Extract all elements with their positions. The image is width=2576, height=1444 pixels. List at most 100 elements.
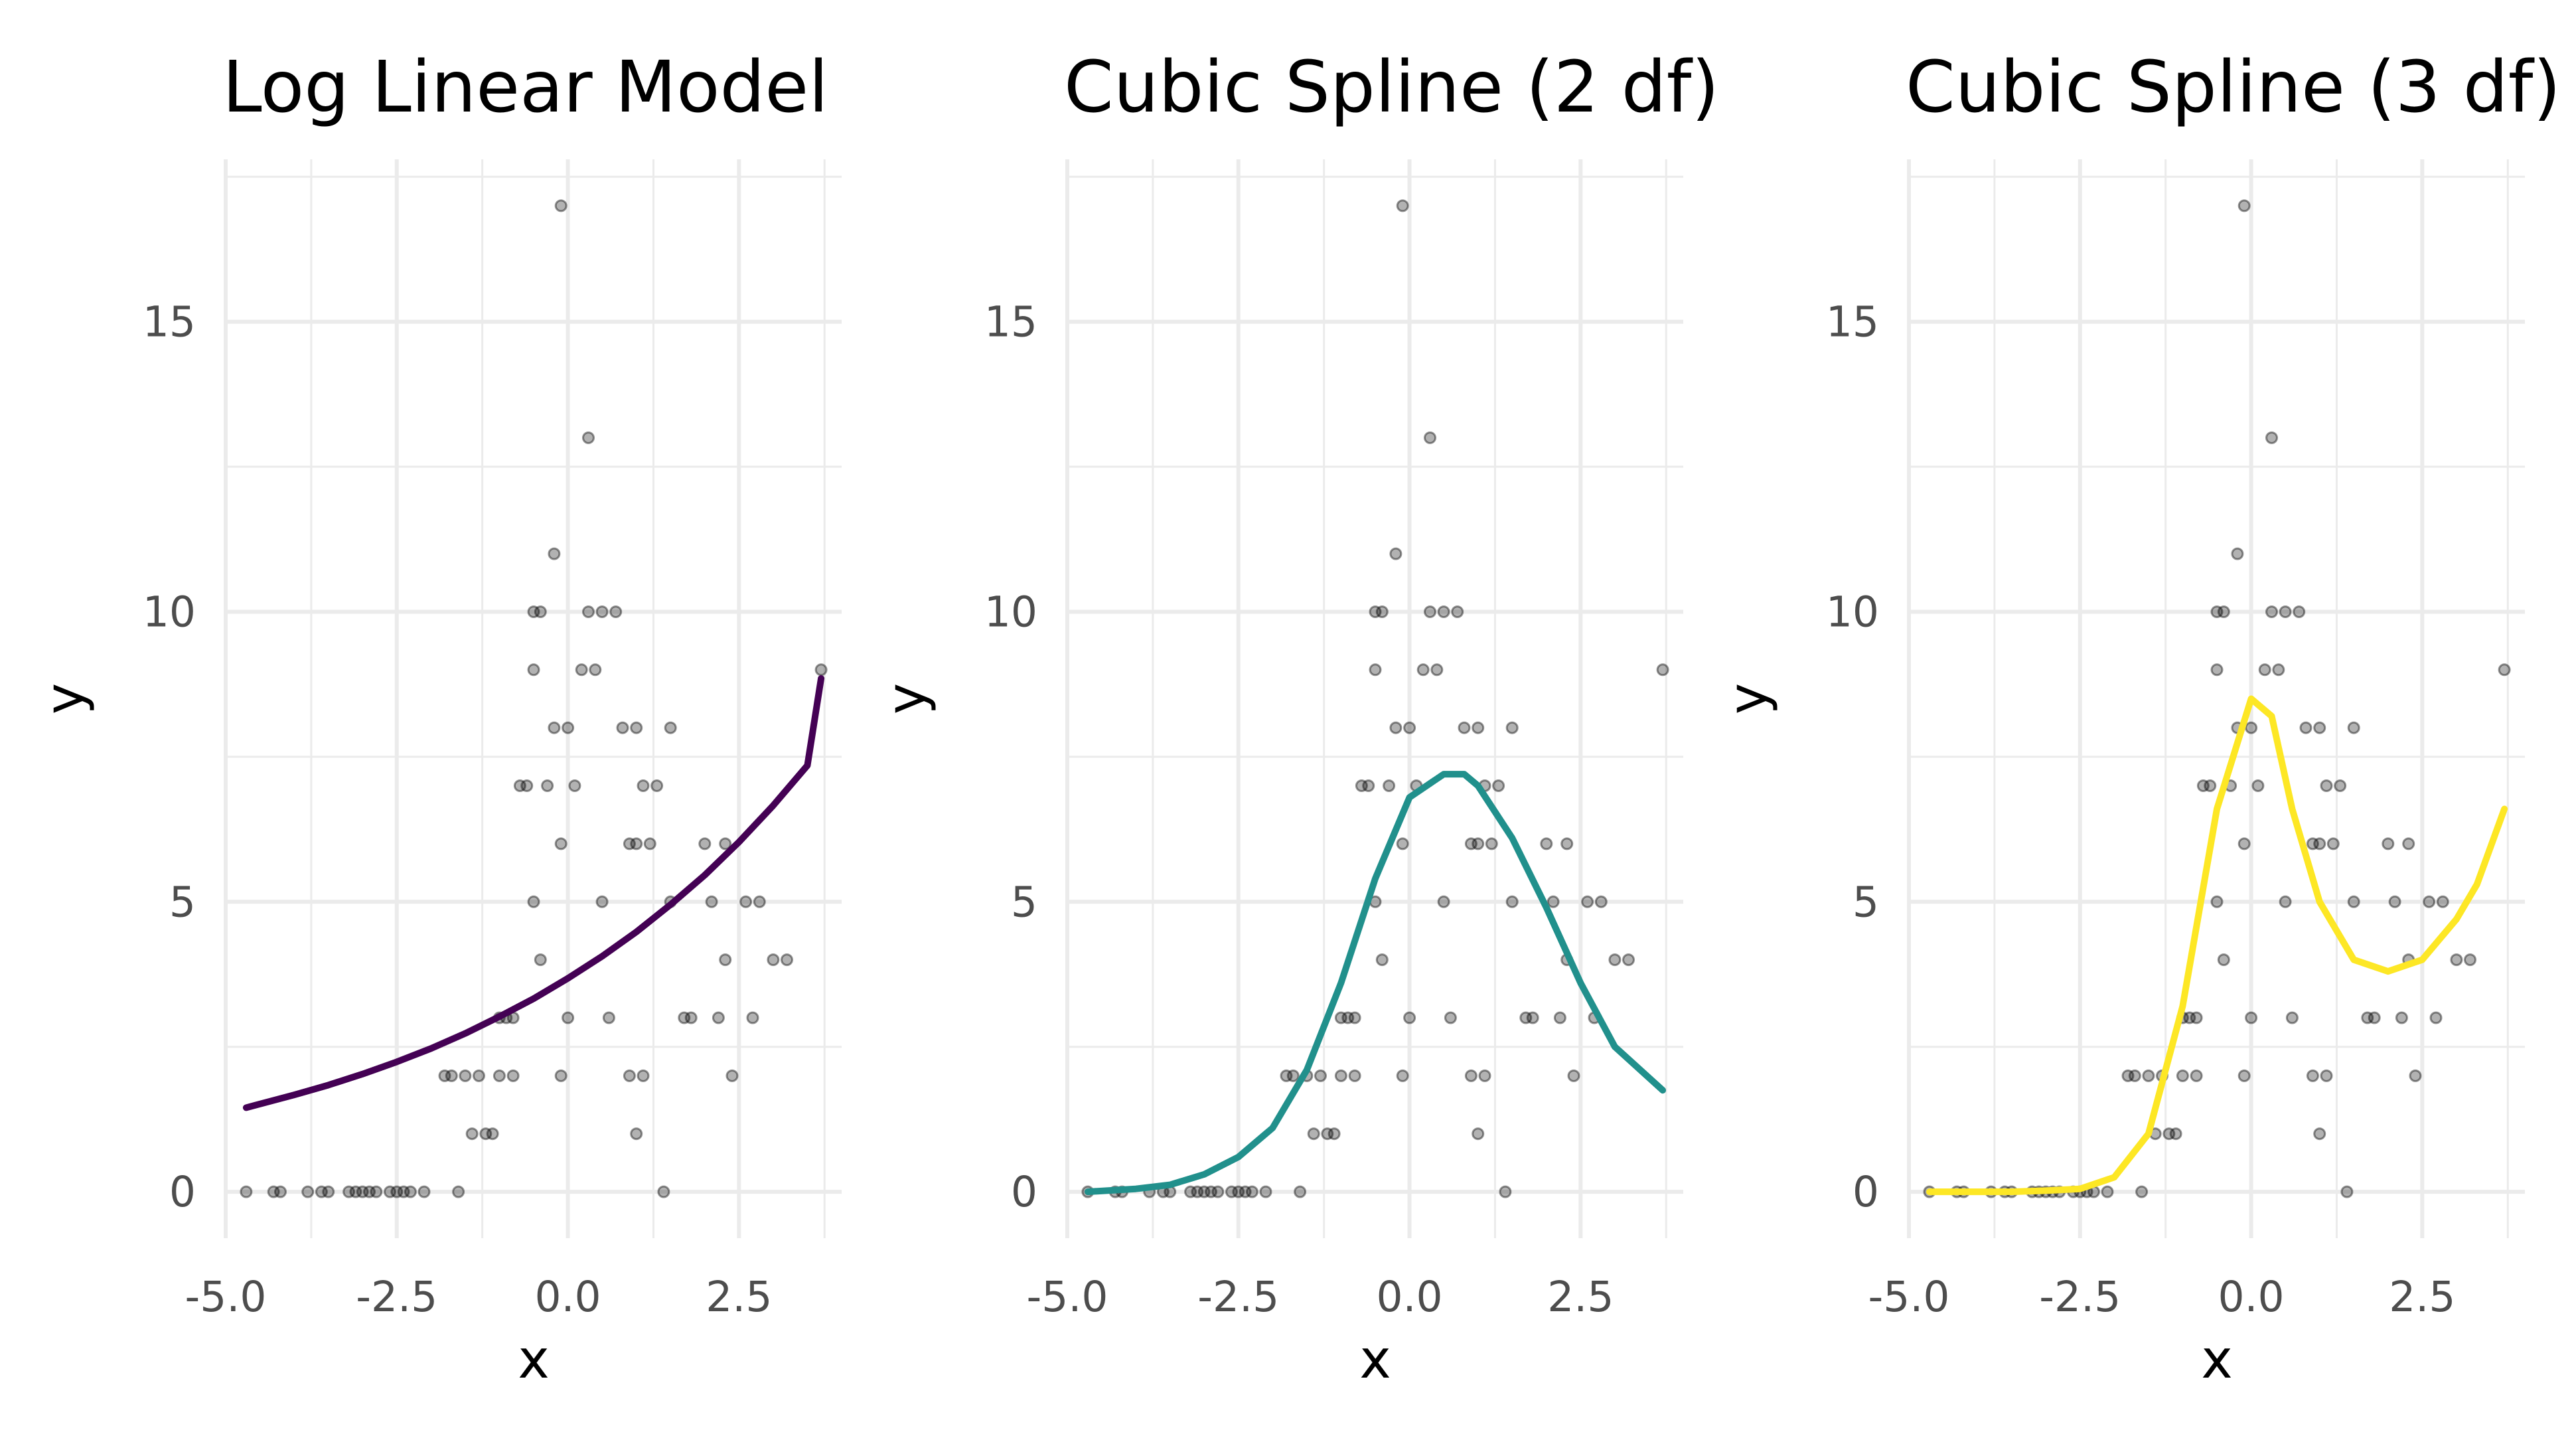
data-point	[1375, 605, 1389, 618]
data-point	[609, 605, 623, 618]
y-axis-label: y	[875, 683, 937, 714]
y-tick-labels: 0 5 10 15	[143, 298, 196, 1216]
data-point	[473, 1069, 485, 1082]
data-point	[2217, 605, 2230, 618]
y-tick-label: 15	[984, 298, 1037, 347]
data-point	[2231, 547, 2244, 560]
data-point	[630, 1127, 643, 1141]
y-axis-label: y	[34, 683, 96, 714]
data-point	[2347, 895, 2360, 908]
data-point	[479, 1127, 492, 1141]
y-tick-label: 5	[1853, 878, 1879, 926]
data-point	[404, 1185, 417, 1198]
data-point	[1334, 1069, 1347, 1082]
data-point	[1334, 1011, 1347, 1024]
fit-curve-cubic-spline-2df	[1084, 771, 1667, 1196]
data-point	[2135, 1185, 2149, 1198]
data-point	[2128, 1069, 2141, 1082]
data-point	[705, 895, 718, 908]
y-tick-labels: 0 5 10 15	[1826, 298, 1879, 1216]
data-point	[1464, 837, 1477, 850]
x-tick-label: 0.0	[1376, 1273, 1442, 1321]
data-point	[534, 953, 547, 967]
data-point	[664, 721, 677, 734]
data-point	[2306, 837, 2319, 850]
data-point	[1499, 1185, 1512, 1198]
y-tick-label: 10	[984, 588, 1037, 636]
data-point	[725, 1069, 739, 1082]
data-point	[753, 895, 766, 908]
data-point	[438, 1069, 451, 1082]
data-point	[1526, 1011, 1539, 1024]
data-point	[562, 721, 575, 734]
data-point	[2334, 779, 2347, 792]
data-point	[2204, 779, 2217, 792]
data-point	[1327, 1127, 1341, 1141]
data-point	[2237, 837, 2251, 850]
data-point	[2320, 779, 2333, 792]
data-point	[527, 895, 540, 908]
data-point	[1594, 895, 1608, 908]
data-point	[1362, 779, 1375, 792]
data-point	[534, 605, 547, 618]
data-point	[417, 1185, 431, 1198]
y-tick-label: 0	[1011, 1168, 1037, 1216]
data-point	[2190, 1011, 2203, 1024]
x-tick-label: -2.5	[356, 1273, 437, 1321]
data-point	[1341, 1011, 1355, 1024]
data-point	[2320, 1069, 2333, 1082]
data-point	[322, 1185, 335, 1198]
data-point	[349, 1185, 362, 1198]
data-point	[541, 779, 554, 792]
y-axis-label: y	[1717, 683, 1779, 714]
data-point	[684, 1011, 698, 1024]
data-point	[1389, 547, 1402, 560]
data-point	[2196, 779, 2210, 792]
data-point	[2306, 1069, 2319, 1082]
data-point	[595, 895, 609, 908]
data-point	[384, 1185, 396, 1198]
data-point	[1560, 837, 1574, 850]
y-tick-label: 5	[1011, 878, 1037, 926]
data-point	[452, 1185, 465, 1198]
data-point	[1519, 1011, 1533, 1024]
data-point	[2498, 663, 2511, 677]
data-point	[363, 1185, 376, 1198]
data-point	[2285, 1011, 2299, 1024]
data-point	[1444, 1011, 1457, 1024]
data-point	[616, 721, 629, 734]
data-point	[2245, 721, 2258, 734]
data-point	[746, 1011, 759, 1024]
data-point	[1403, 721, 1416, 734]
data-point	[1286, 1069, 1300, 1082]
data-point	[1396, 199, 1409, 212]
data-point	[1581, 895, 1594, 908]
y-tick-label: 10	[1826, 588, 1879, 636]
data-point	[582, 605, 595, 618]
data-point	[589, 663, 602, 677]
data-point	[719, 953, 732, 967]
data-point	[315, 1185, 328, 1198]
data-point	[1239, 1185, 1252, 1198]
data-point	[595, 605, 609, 618]
data-point	[1369, 663, 1382, 677]
data-point	[2423, 895, 2436, 908]
data-point	[2464, 953, 2476, 967]
data-point	[2217, 953, 2230, 967]
panel-title: Cubic Spline (2 df)	[1064, 46, 1719, 129]
data-point	[527, 605, 540, 618]
data-point	[712, 1011, 725, 1024]
data-point	[240, 1185, 253, 1198]
panel-log-linear: Log Linear Model 0 5 10 15 -5.0 -2.5 0.0…	[34, 46, 842, 1390]
data-point	[2190, 1069, 2203, 1082]
y-tick-label: 0	[1853, 1168, 1879, 1216]
scatter-points	[240, 199, 828, 1198]
data-point	[767, 953, 780, 967]
data-point	[2121, 1069, 2135, 1082]
data-point	[2101, 1185, 2114, 1198]
data-point	[1424, 605, 1436, 618]
data-point	[1656, 663, 1669, 677]
data-point	[1369, 605, 1382, 618]
data-point	[1437, 605, 1450, 618]
